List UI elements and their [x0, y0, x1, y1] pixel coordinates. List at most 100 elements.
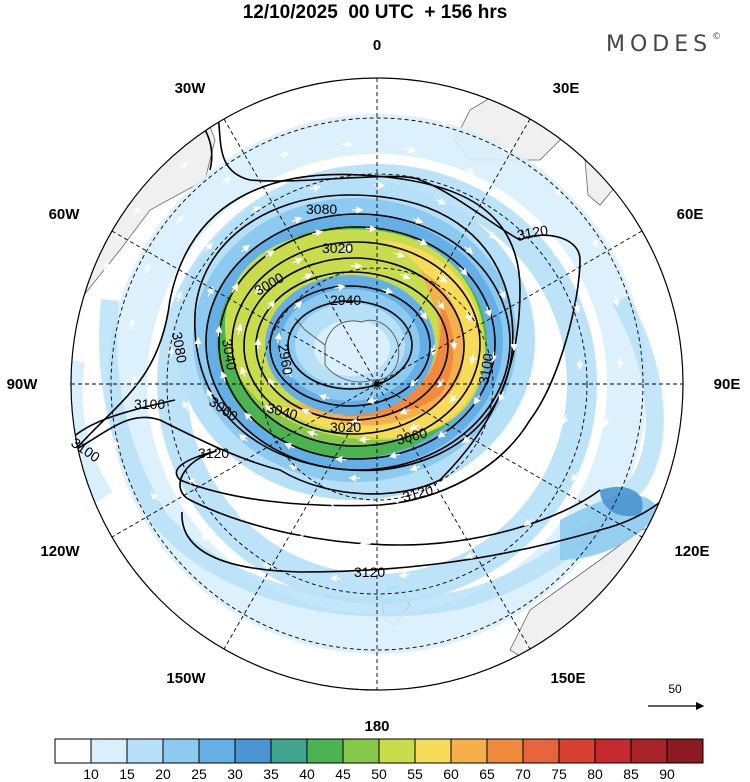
wind-vector-arrow [182, 400, 190, 411]
wind-vector-arrow [522, 277, 530, 288]
contour-label: 3060 [395, 424, 429, 448]
contour-3000 [243, 257, 465, 435]
wind-vector-arrow [464, 552, 476, 559]
antarctica-coast [324, 319, 400, 383]
colorbar-swatch [54, 738, 92, 764]
contour-3100-west [71, 399, 176, 441]
colorbar-swatch [450, 738, 488, 764]
wind-vector-arrow [302, 109, 314, 117]
wind-vector-arrow [371, 105, 383, 114]
wind-vector-arrow [201, 534, 211, 542]
wind-vector-arrow [329, 574, 341, 583]
wind-vector-arrow [274, 332, 282, 344]
wind-vector-arrow [262, 562, 273, 570]
colorbar-swatch [486, 738, 524, 764]
wind-vector-arrow [573, 302, 581, 314]
wind-vector-arrow [291, 216, 303, 224]
wind-vector-arrow [430, 344, 438, 356]
lon-label-150e: 150E [550, 670, 585, 687]
wind-vector-arrow [523, 518, 533, 527]
wind-vector-arrow [437, 430, 448, 438]
wind-vector-arrow [221, 177, 232, 185]
wind-vector-arrow [382, 287, 394, 295]
colorbar-swatch [90, 738, 128, 764]
colorbar-swatch [666, 738, 704, 764]
contour-3040 [218, 226, 496, 460]
colorbar: 10 15 20 25 30 35 40 45 50 55 60 65 70 75 80 85 90 [54, 738, 704, 782]
wind-vector-arrow [484, 306, 492, 318]
polar-vortex-core [175, 180, 535, 500]
contour-label: 3100 [475, 352, 496, 386]
wind-vector-arrow [293, 301, 303, 310]
wind-vector-arrow [301, 408, 312, 416]
wind-vector-arrow [394, 250, 406, 258]
lon-label-90e: 90E [714, 376, 741, 393]
lon-label-90w: 90W [7, 376, 39, 393]
colorbar-label: 75 [551, 766, 567, 782]
wind-vector-arrow [570, 472, 579, 482]
contour-label: 2960 [275, 343, 296, 377]
wind-vector-arrow [464, 246, 474, 254]
wind-vector-arrow [435, 197, 447, 205]
contour-label: 3040 [265, 399, 299, 423]
wind-vector-arrow [365, 224, 377, 233]
colorbar-swatch [126, 738, 164, 764]
contour-label: 3100 [134, 396, 165, 412]
contour-label: 3120 [354, 564, 385, 580]
colorbar-label: 65 [479, 766, 495, 782]
colorbar-swatch [342, 738, 380, 764]
contour-label: 3080 [306, 201, 337, 217]
wind-vector-arrow [254, 285, 263, 294]
wind-vector-arrow [405, 146, 417, 154]
wind-vector-arrow [616, 356, 624, 369]
colorbar-label: 25 [191, 766, 207, 782]
wind-vector-arrow [278, 151, 290, 159]
wind-vector-arrow [469, 353, 477, 365]
wind-vector-arrow [102, 260, 110, 271]
colorbar-label: 70 [515, 766, 531, 782]
wind-vector-arrow [306, 430, 318, 438]
lon-label-60e: 60E [677, 206, 704, 223]
colorbar-label: 40 [299, 766, 315, 782]
wind-vector-arrow [528, 464, 536, 473]
wind-vector-arrow [398, 571, 410, 579]
lon-label-60w: 60W [49, 206, 81, 223]
colorbar-swatch [306, 738, 344, 764]
modes-logo: MODES© [606, 32, 721, 57]
wind-vector-arrow [374, 181, 386, 189]
colorbar-label: 80 [587, 766, 603, 782]
wind-vector-arrow [437, 300, 445, 310]
wind-vector-arrow [128, 317, 136, 330]
lon-label-120w: 120W [40, 543, 80, 560]
colorbar-swatch [270, 738, 308, 764]
copyright-mark: © [712, 31, 722, 42]
wind-vector-arrow [267, 300, 275, 310]
contour-3120 [175, 104, 601, 546]
colorbar-swatch [414, 738, 452, 764]
wind-vector-arrow [537, 331, 545, 343]
wind-vector-arrow [515, 202, 525, 211]
colorbar-label: 10 [83, 766, 99, 782]
contour-label: 3080 [169, 331, 190, 365]
wind-vector-arrow [576, 358, 584, 371]
pole-dot [374, 381, 380, 387]
reference-vector-label: 50 [668, 682, 682, 696]
colorbar-label: 45 [335, 766, 351, 782]
wind-vector-arrow [342, 244, 354, 252]
wind-vector-arrow [237, 513, 248, 521]
lon-label-180: 180 [364, 718, 389, 735]
lon-label-120e: 120E [674, 543, 709, 560]
wind-vector-arrow [284, 368, 293, 378]
contour-3020 [231, 241, 481, 447]
wind-vector-arrow [335, 455, 347, 464]
colorbar-label: 55 [407, 766, 423, 782]
wind-vector-arrow [487, 231, 497, 240]
wind-vector-arrow [143, 263, 151, 274]
contour-3100 [74, 173, 521, 495]
wind-vector-arrow [267, 378, 275, 388]
map-title: 12/10/2025 00 UTC + 156 hrs [242, 2, 508, 23]
wind-vector-arrow [409, 378, 419, 387]
wind-vector-arrow [412, 216, 424, 224]
wind-vector-arrow [88, 319, 96, 332]
